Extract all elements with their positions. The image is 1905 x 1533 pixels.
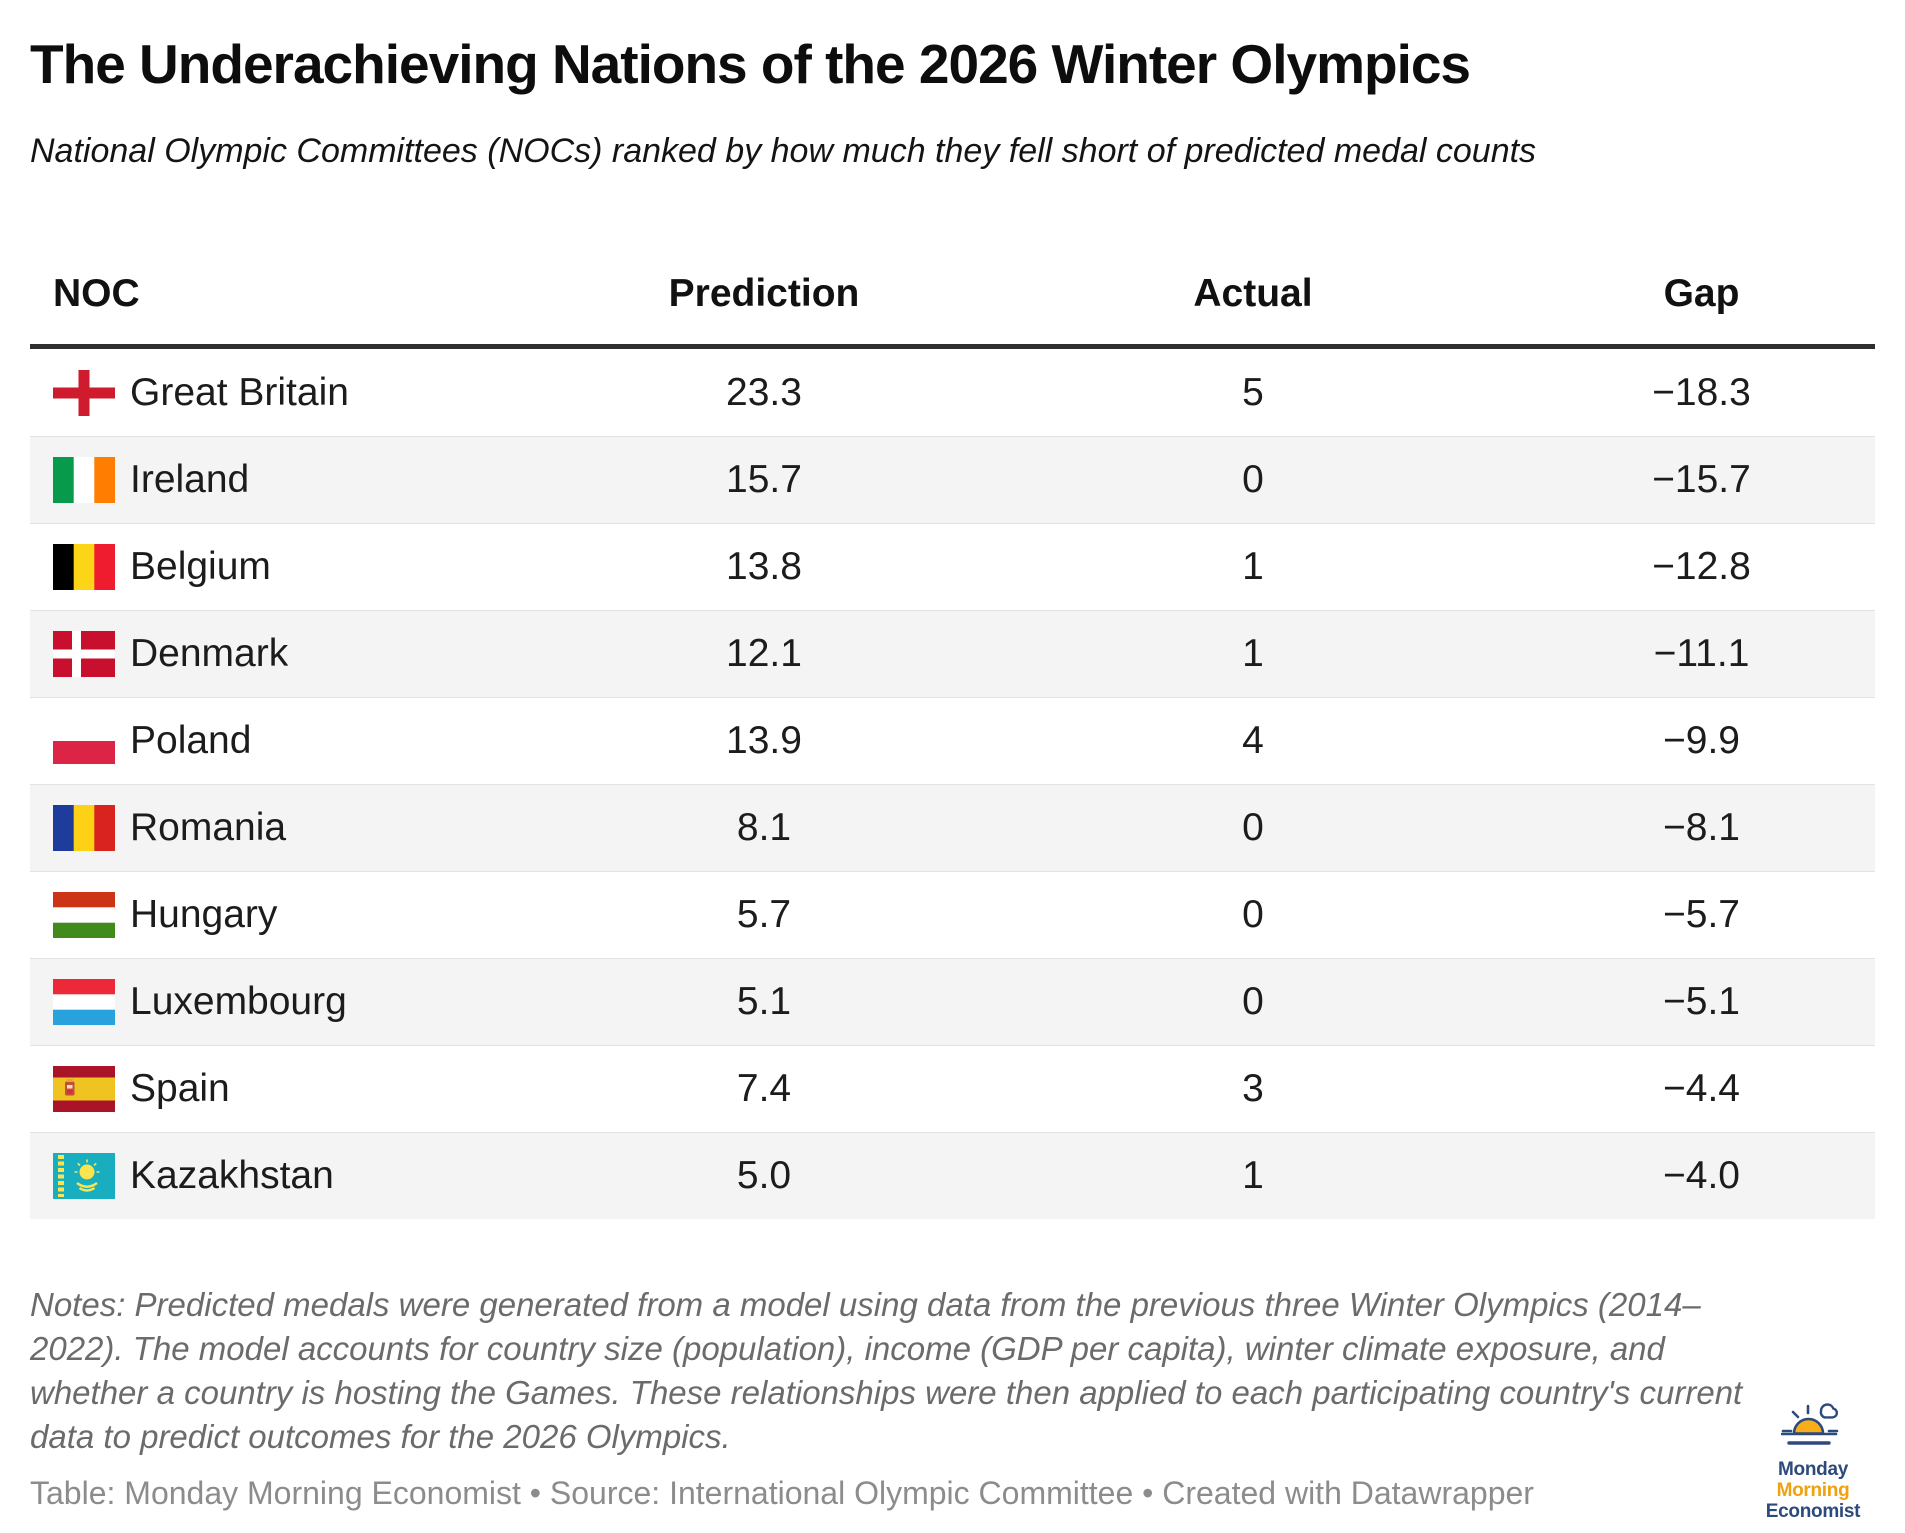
noc-name: Belgium: [130, 545, 271, 588]
column-header-prediction: Prediction: [668, 272, 860, 315]
prediction-cell: 5.0: [736, 1154, 792, 1197]
prediction-cell: 12.1: [726, 632, 802, 675]
notes-line: data to predict outcomes for the 2026 Ol…: [30, 1418, 731, 1455]
table-body: Great Britain 23.3 5 −18.3 Ireland 15.7 …: [30, 349, 1875, 1219]
notes-line: Notes: Predicted medals were generated f…: [30, 1286, 1701, 1323]
gap-cell: −5.1: [1663, 980, 1740, 1023]
noc-cell: Ireland: [30, 457, 550, 503]
table-row: Poland 13.9 4 −9.9: [30, 697, 1875, 784]
hungary-flag-icon: [53, 892, 115, 938]
noc-name: Luxembourg: [130, 980, 347, 1023]
page-title: The Underachieving Nations of the 2026 W…: [30, 33, 1471, 95]
gap-cell: −5.7: [1663, 893, 1740, 936]
prediction-cell: 5.7: [736, 893, 792, 936]
logo-text-economist: Economist: [1765, 1501, 1861, 1522]
prediction-cell: 15.7: [726, 458, 802, 501]
gap-cell: −4.0: [1663, 1154, 1740, 1197]
actual-cell: 1: [1242, 632, 1264, 675]
logo-text-morning: Morning: [1776, 1480, 1850, 1501]
table-row: Hungary 5.7 0 −5.7: [30, 871, 1875, 958]
sunrise-icon: [1780, 1398, 1845, 1459]
denmark-flag-icon: [53, 631, 115, 677]
gap-cell: −8.1: [1663, 806, 1740, 849]
medal-gap-table: NOC Prediction Actual Gap Great Britain …: [30, 228, 1875, 1219]
actual-cell: 0: [1242, 893, 1264, 936]
noc-cell: Luxembourg: [30, 979, 550, 1025]
noc-cell: Spain: [30, 1066, 550, 1112]
england-flag-icon: [53, 369, 115, 416]
actual-cell: 0: [1242, 458, 1264, 501]
gap-cell: −18.3: [1652, 370, 1751, 414]
actual-cell: 1: [1242, 1154, 1264, 1197]
noc-name: Great Britain: [130, 370, 349, 414]
table-row: Denmark 12.1 1 −11.1: [30, 610, 1875, 697]
noc-cell: Denmark: [30, 631, 550, 677]
noc-name: Ireland: [130, 458, 250, 501]
gap-cell: −9.9: [1663, 719, 1740, 762]
noc-name: Hungary: [130, 893, 278, 936]
actual-cell: 5: [1242, 370, 1264, 414]
actual-cell: 1: [1242, 545, 1264, 588]
kazakhstan-flag-icon: [53, 1153, 115, 1199]
ireland-flag-icon: [53, 457, 115, 503]
noc-name: Spain: [130, 1067, 230, 1110]
table-header-row: NOC Prediction Actual Gap: [30, 228, 1875, 349]
credit-line: Table: Monday Morning Economist • Source…: [30, 1475, 1534, 1511]
prediction-cell: 8.1: [736, 806, 792, 849]
noc-name: Romania: [130, 806, 287, 849]
poland-flag-icon: [53, 718, 115, 764]
belgium-flag-icon: [53, 544, 115, 590]
noc-cell: Romania: [30, 805, 550, 851]
romania-flag-icon: [53, 805, 115, 851]
noc-name: Denmark: [130, 632, 289, 675]
prediction-cell: 13.8: [726, 545, 802, 588]
table-row: Romania 8.1 0 −8.1: [30, 784, 1875, 871]
actual-cell: 4: [1242, 719, 1264, 762]
table-row: Luxembourg 5.1 0 −5.1: [30, 958, 1875, 1045]
column-header-noc: NOC: [53, 272, 140, 315]
logo-text-monday: Monday: [1778, 1459, 1848, 1480]
notes-line: whether a country is hosting the Games. …: [30, 1374, 1743, 1411]
noc-name: Kazakhstan: [130, 1154, 334, 1197]
noc-cell: Belgium: [30, 544, 550, 590]
notes-line: 2022). The model accounts for country si…: [30, 1330, 1665, 1367]
table-row: Kazakhstan 5.0 1 −4.0: [30, 1132, 1875, 1219]
noc-cell: Great Britain: [30, 369, 550, 416]
actual-cell: 3: [1242, 1067, 1264, 1110]
prediction-cell: 13.9: [726, 719, 802, 762]
noc-cell: Poland: [30, 718, 550, 764]
gap-cell: −4.4: [1663, 1067, 1740, 1110]
noc-cell: Hungary: [30, 892, 550, 938]
luxembourg-flag-icon: [53, 979, 115, 1025]
column-header-actual: Actual: [1193, 272, 1313, 315]
prediction-cell: 7.4: [736, 1067, 792, 1110]
gap-cell: −11.1: [1653, 632, 1750, 675]
noc-cell: Kazakhstan: [30, 1153, 550, 1199]
page-subtitle: National Olympic Committees (NOCs) ranke…: [30, 132, 1537, 170]
noc-name: Poland: [130, 719, 252, 762]
prediction-cell: 23.3: [726, 370, 802, 414]
actual-cell: 0: [1242, 980, 1264, 1023]
prediction-cell: 5.1: [736, 980, 792, 1023]
gap-cell: −15.7: [1652, 458, 1751, 501]
table-row: Spain 7.4 3 −4.4: [30, 1045, 1875, 1132]
gap-cell: −12.8: [1652, 545, 1751, 588]
monday-morning-economist-logo: Monday Morning Economist: [1761, 1398, 1865, 1522]
column-header-gap: Gap: [1663, 272, 1740, 315]
actual-cell: 0: [1242, 806, 1264, 849]
notes-block: Notes: Predicted medals were generated f…: [30, 1283, 1875, 1459]
spain-flag-icon: [53, 1066, 115, 1112]
table-row: Great Britain 23.3 5 −18.3: [30, 349, 1875, 436]
table-row: Belgium 13.8 1 −12.8: [30, 523, 1875, 610]
table-row: Ireland 15.7 0 −15.7: [30, 436, 1875, 523]
